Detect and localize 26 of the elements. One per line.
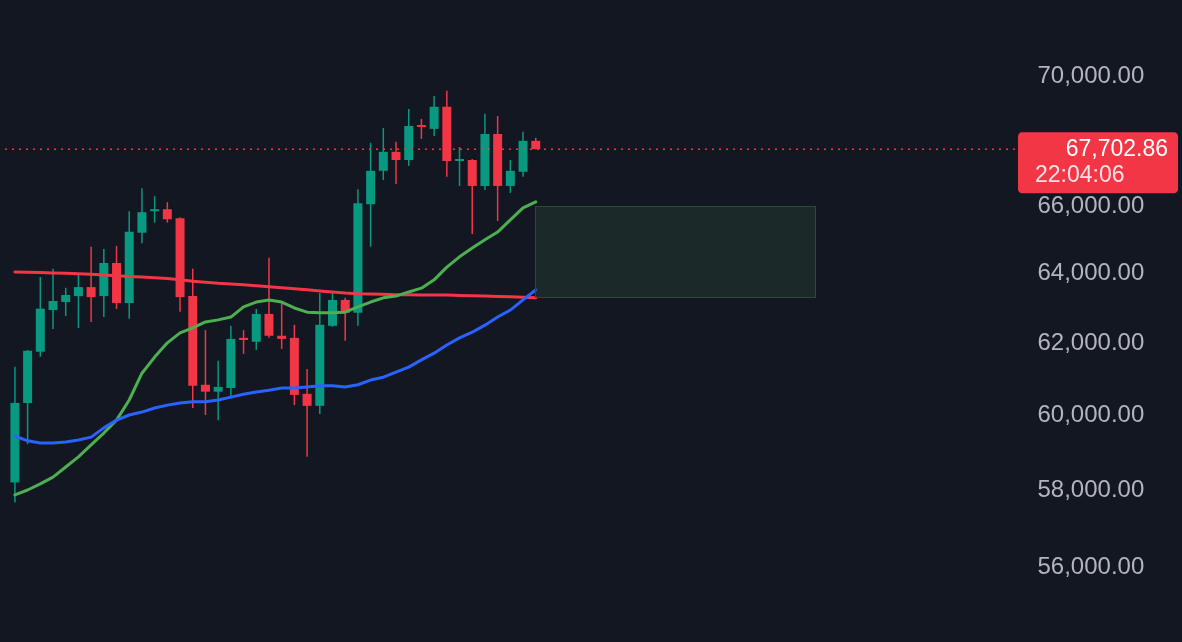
ref-line-label: 67,702.86 xyxy=(1065,135,1168,162)
y-tick-label: 66,000.00 xyxy=(1037,190,1145,218)
candlestick xyxy=(213,359,223,421)
y-tick-label: 64,000.00 xyxy=(1037,258,1145,286)
line-series xyxy=(13,200,538,497)
candlestick xyxy=(150,195,160,224)
candlestick xyxy=(429,95,439,137)
y-tick-label: 58,000.00 xyxy=(1037,475,1145,503)
candlestick xyxy=(162,201,172,224)
y-tick-label: 62,000.00 xyxy=(1037,328,1145,356)
candlestick xyxy=(239,329,249,355)
candlestick xyxy=(61,287,71,317)
candlestick xyxy=(455,146,465,187)
candlestick xyxy=(137,187,147,244)
line-series xyxy=(13,288,538,445)
y-tick-label: 56,000.00 xyxy=(1037,552,1145,580)
y-tick-label: 60,000.00 xyxy=(1037,400,1145,428)
candlestick xyxy=(48,268,58,330)
candlestick xyxy=(302,368,312,458)
candlestick xyxy=(505,159,515,194)
candlestick xyxy=(73,272,83,329)
candlestick xyxy=(200,329,210,416)
text: 22:04:06 xyxy=(1035,161,1125,188)
candlestick xyxy=(416,118,426,140)
candlestick xyxy=(378,127,388,181)
y-tick-label: 70,000.00 xyxy=(1037,61,1145,89)
